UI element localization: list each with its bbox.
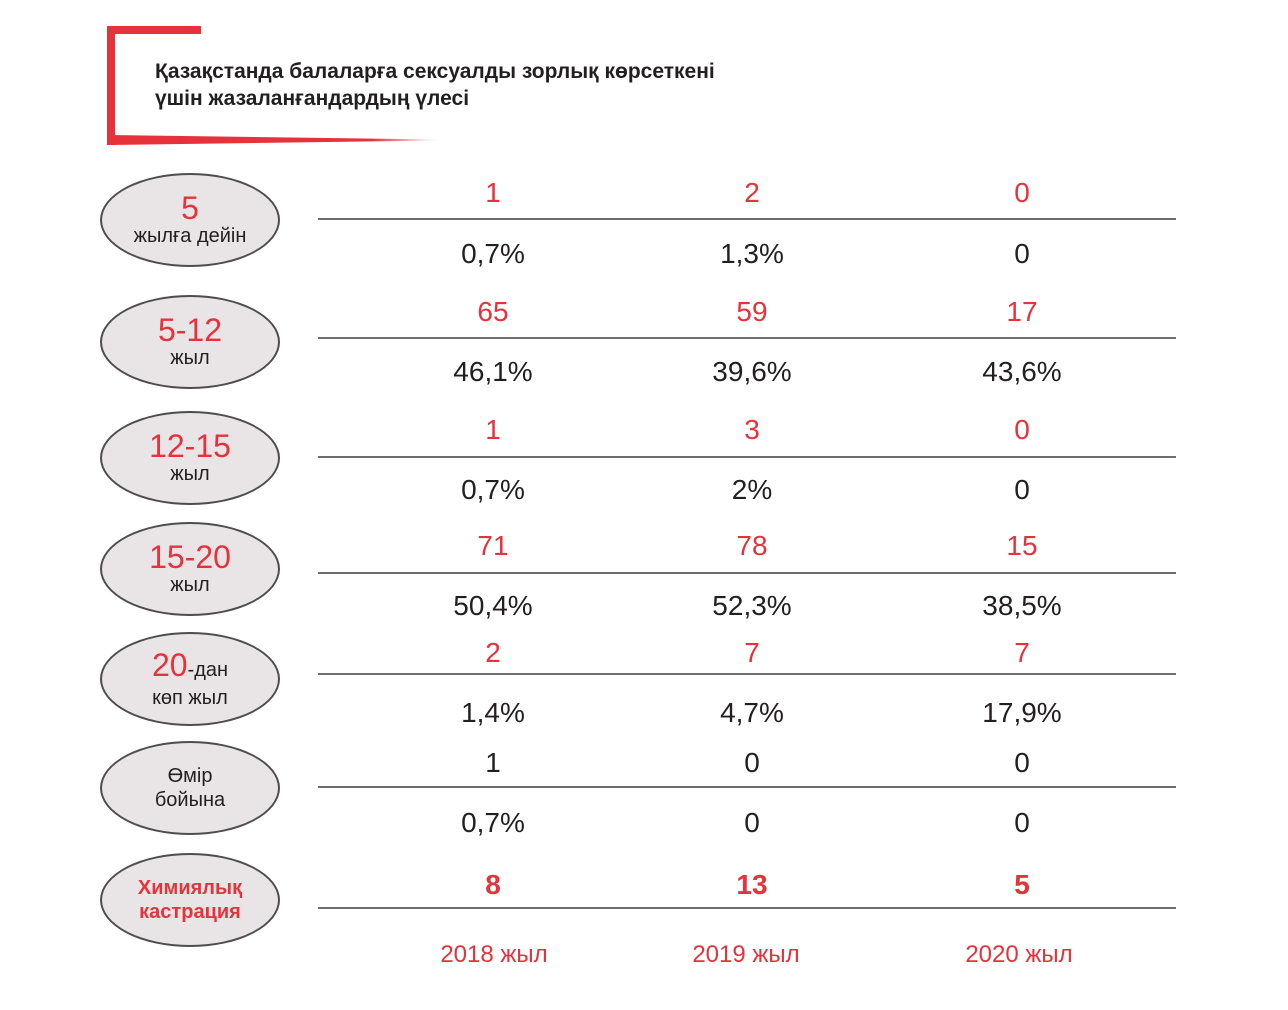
share-2020-over-20: 17,9% <box>982 697 1062 728</box>
share-2019-under-5: 1,3% <box>720 238 784 269</box>
share-2019-12-15: 2% <box>731 474 773 505</box>
row-label-number: 20 <box>151 646 188 683</box>
row-divider <box>318 907 1176 909</box>
count-2018-12-15: 1 <box>485 414 501 445</box>
count-2020-castration: 5 <box>1014 869 1030 900</box>
row-divider <box>318 572 1176 574</box>
share-2018-under-5: 0,7% <box>461 238 525 269</box>
row-label-big: 15-20 <box>149 539 231 575</box>
row-label-small: жылға дейін <box>133 225 247 247</box>
count-2018-castration: 8 <box>485 869 501 900</box>
row-label-big: 5-12 <box>157 312 223 348</box>
share-2020-15-20: 38,5% <box>982 590 1062 621</box>
count-2019-15-20: 78 <box>736 530 768 561</box>
column-label-2020: 2020 жыл <box>965 941 1073 968</box>
chart-title-line1: Қазақстанда балаларға сексуалды зорлық к… <box>155 60 715 83</box>
share-2018-15-20: 50,4% <box>453 590 533 621</box>
row-label-small: көп жыл <box>152 686 228 709</box>
share-2020-under-5: 0 <box>1014 238 1030 269</box>
title-bracket-vertical <box>107 26 115 145</box>
row-label-big: 20-дан <box>152 649 228 686</box>
share-2020-life: 0 <box>1014 807 1030 838</box>
row-label-under-5: 5 жылға дейін <box>100 173 280 267</box>
share-2019-over-20: 4,7% <box>720 697 784 728</box>
count-2018-5-12: 65 <box>477 296 509 327</box>
row-label-big: 12-15 <box>149 428 231 464</box>
count-2018-life: 1 <box>485 747 501 778</box>
count-2019-5-12: 59 <box>736 296 768 327</box>
row-divider <box>318 786 1176 788</box>
count-2019-12-15: 3 <box>744 414 760 445</box>
row-label-line1: Химиялық <box>137 877 243 899</box>
share-2020-5-12: 43,6% <box>982 356 1062 387</box>
share-2020-12-15: 0 <box>1014 474 1030 505</box>
row-label-12-15: 12-15 жыл <box>100 411 280 505</box>
count-2019-life: 0 <box>744 747 760 778</box>
row-label-15-20: 15-20 жыл <box>100 522 280 616</box>
share-2019-life: 0 <box>744 807 760 838</box>
count-2020-life: 0 <box>1014 747 1030 778</box>
row-divider <box>318 673 1176 675</box>
share-2019-15-20: 52,3% <box>712 590 792 621</box>
count-2020-15-20: 15 <box>1006 530 1038 561</box>
share-2019-5-12: 39,6% <box>712 356 792 387</box>
column-label-2019: 2019 жыл <box>692 941 800 968</box>
row-label-life: Өмір бойына <box>100 741 280 835</box>
row-divider <box>318 218 1176 220</box>
row-label-small: жыл <box>170 574 210 596</box>
count-2020-12-15: 0 <box>1014 414 1030 445</box>
chart-title: Қазақстанда балаларға сексуалды зорлық к… <box>155 58 715 112</box>
count-2020-5-12: 17 <box>1006 296 1038 327</box>
share-2018-life: 0,7% <box>461 807 525 838</box>
row-label-line1: Өмір <box>167 765 213 787</box>
count-2018-over-20: 2 <box>485 637 501 668</box>
title-bracket-bottom <box>107 135 437 145</box>
count-2019-under-5: 2 <box>744 177 760 208</box>
chart-title-line2: үшін жазаланғандардың үлесі <box>155 87 470 110</box>
share-2018-12-15: 0,7% <box>461 474 525 505</box>
row-label-line2: бойына <box>154 789 226 811</box>
row-label-small: жыл <box>170 347 210 369</box>
row-divider <box>318 456 1176 458</box>
row-label-line2: кастрация <box>139 901 241 923</box>
share-2018-5-12: 46,1% <box>453 356 533 387</box>
count-2019-castration: 13 <box>736 869 768 900</box>
share-2018-over-20: 1,4% <box>461 697 525 728</box>
count-2020-over-20: 7 <box>1014 637 1030 668</box>
row-divider <box>318 337 1176 339</box>
count-2018-under-5: 1 <box>485 177 501 208</box>
count-2019-over-20: 7 <box>744 637 760 668</box>
row-label-small: жыл <box>170 463 210 485</box>
row-label-chemical-castration: Химиялық кастрация <box>100 853 280 947</box>
row-label-5-12: 5-12 жыл <box>100 295 280 389</box>
title-bracket-top <box>107 26 201 34</box>
count-2018-15-20: 71 <box>477 530 509 561</box>
column-label-2018: 2018 жыл <box>440 941 548 968</box>
row-label-suffix: -дан <box>187 658 229 681</box>
count-2020-under-5: 0 <box>1014 177 1030 208</box>
row-label-over-20: 20-дан көп жыл <box>100 632 280 726</box>
row-label-big: 5 <box>181 190 199 226</box>
